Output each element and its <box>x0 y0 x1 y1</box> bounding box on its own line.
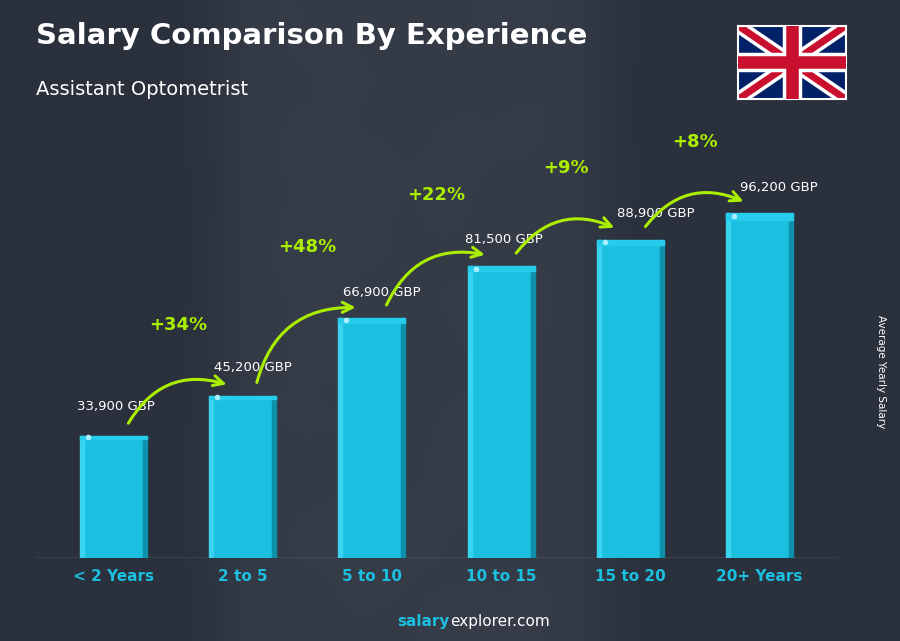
Bar <box>273 396 276 558</box>
Text: Assistant Optometrist: Assistant Optometrist <box>36 80 248 99</box>
Text: 96,200 GBP: 96,200 GBP <box>740 181 818 194</box>
Text: +8%: +8% <box>672 133 718 151</box>
Bar <box>726 213 793 558</box>
Bar <box>726 213 793 220</box>
Bar <box>338 318 406 558</box>
Bar <box>726 213 730 558</box>
Bar <box>209 396 213 558</box>
Text: +22%: +22% <box>408 186 465 204</box>
Text: Average Yearly Salary: Average Yearly Salary <box>877 315 886 428</box>
Bar <box>338 318 406 322</box>
Text: 66,900 GBP: 66,900 GBP <box>344 285 421 299</box>
Bar <box>531 266 535 558</box>
Bar <box>209 396 276 558</box>
Text: +9%: +9% <box>543 159 589 177</box>
Bar <box>597 240 664 246</box>
Bar <box>467 266 472 558</box>
Text: +34%: +34% <box>149 315 207 333</box>
Bar <box>597 240 600 558</box>
Text: salary: salary <box>398 615 450 629</box>
Text: 88,900 GBP: 88,900 GBP <box>617 207 695 220</box>
Bar <box>789 213 793 558</box>
Text: 45,200 GBP: 45,200 GBP <box>214 362 292 374</box>
Bar <box>338 318 342 558</box>
Bar <box>467 266 535 558</box>
Bar <box>660 240 664 558</box>
Text: Salary Comparison By Experience: Salary Comparison By Experience <box>36 22 587 51</box>
Bar <box>80 437 84 558</box>
Bar <box>597 240 664 558</box>
Text: +48%: +48% <box>278 238 337 256</box>
Bar <box>80 437 147 558</box>
Bar <box>401 318 406 558</box>
Text: 81,500 GBP: 81,500 GBP <box>465 233 543 246</box>
Bar <box>80 437 147 438</box>
Text: explorer.com: explorer.com <box>450 615 550 629</box>
Bar <box>209 396 276 399</box>
Bar <box>143 437 147 558</box>
Text: 33,900 GBP: 33,900 GBP <box>77 400 155 413</box>
Bar <box>467 266 535 271</box>
